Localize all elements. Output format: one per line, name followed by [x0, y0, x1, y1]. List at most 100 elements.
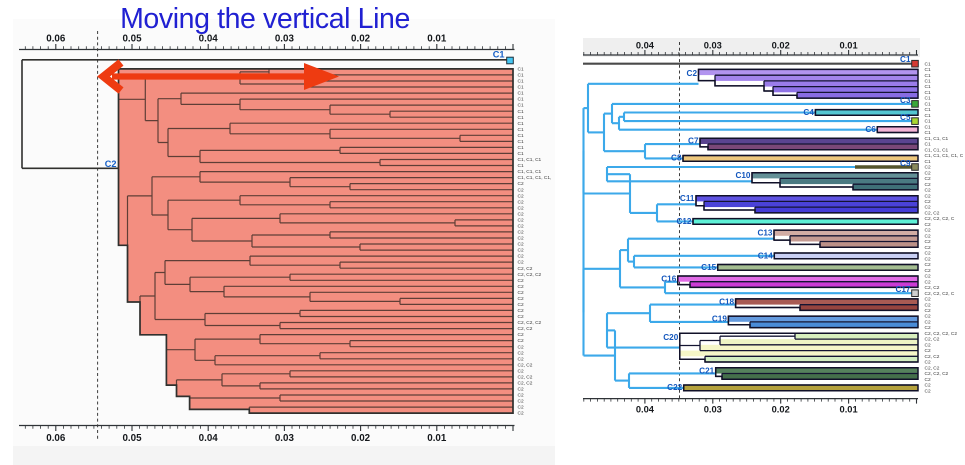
svg-text:C2: C2	[518, 338, 524, 344]
svg-text:C2: C2	[925, 188, 931, 194]
svg-text:C2: C2	[518, 387, 524, 393]
svg-text:C2: C2	[518, 206, 524, 212]
svg-text:C2: C2	[925, 314, 931, 320]
svg-text:0.05: 0.05	[122, 34, 142, 45]
svg-text:C2: C2	[925, 360, 931, 366]
svg-text:C2: C2	[518, 230, 524, 236]
svg-text:C1: C1	[925, 125, 931, 131]
svg-text:C2: C2	[518, 393, 524, 399]
svg-text:C2, C2, C2, C2: C2, C2, C2, C2	[925, 331, 958, 337]
svg-text:0.02: 0.02	[351, 34, 371, 45]
svg-text:C2, C2: C2, C2	[925, 366, 940, 372]
svg-text:Moving the vertical Line: Moving the vertical Line	[120, 3, 410, 35]
svg-text:C2, C2: C2, C2	[518, 266, 533, 272]
svg-text:C2: C2	[518, 224, 524, 230]
svg-text:C2: C2	[925, 268, 931, 274]
svg-text:C2: C2	[518, 290, 524, 296]
svg-text:C1, C1, C1, C1,: C1, C1, C1, C1,	[518, 175, 552, 181]
svg-text:C1: C1	[518, 127, 524, 133]
svg-text:C2: C2	[925, 199, 931, 205]
svg-text:C2: C2	[925, 377, 931, 383]
svg-text:C2: C2	[518, 369, 524, 375]
svg-text:C2: C2	[518, 188, 524, 194]
svg-text:0.01: 0.01	[840, 405, 858, 415]
svg-text:C1: C1	[925, 113, 931, 119]
svg-text:C2: C2	[518, 278, 524, 284]
svg-text:C2: C2	[518, 212, 524, 218]
svg-text:0.02: 0.02	[772, 41, 790, 51]
svg-text:C2: C2	[518, 248, 524, 254]
svg-text:C8: C8	[671, 154, 682, 163]
svg-text:C2: C2	[925, 171, 931, 177]
svg-text:0.04: 0.04	[199, 433, 219, 444]
svg-text:C2: C2	[518, 314, 524, 320]
svg-text:C2: C2	[925, 165, 931, 171]
svg-text:C2, C2, C2, C: C2, C2, C2, C	[925, 291, 955, 297]
svg-text:0.04: 0.04	[636, 405, 655, 415]
svg-text:C1: C1	[925, 102, 931, 108]
svg-text:C1: C1	[925, 107, 931, 113]
svg-text:C1: C1	[925, 90, 931, 96]
svg-text:C2, C2: C2, C2	[518, 326, 533, 332]
svg-text:C2: C2	[518, 254, 524, 260]
svg-text:C16: C16	[661, 275, 676, 284]
svg-text:C2, C2: C2, C2	[925, 211, 940, 217]
svg-text:C1: C1	[925, 84, 931, 90]
svg-text:C1: C1	[518, 67, 524, 73]
svg-text:C2: C2	[925, 308, 931, 314]
svg-text:0.02: 0.02	[351, 433, 371, 444]
svg-text:C1: C1	[925, 73, 931, 79]
svg-text:C2: C2	[518, 242, 524, 248]
svg-text:C2: C2	[925, 194, 931, 200]
svg-text:C1, C1, C1: C1, C1, C1	[518, 169, 542, 175]
svg-text:C2: C2	[518, 181, 524, 187]
svg-text:0.04: 0.04	[199, 34, 219, 45]
svg-text:0.01: 0.01	[840, 41, 858, 51]
svg-text:C1: C1	[518, 97, 524, 103]
svg-text:C1: C1	[925, 119, 931, 125]
svg-text:C1: C1	[518, 145, 524, 151]
svg-text:C1: C1	[925, 130, 931, 136]
svg-text:C6: C6	[865, 125, 876, 134]
svg-text:C7: C7	[688, 136, 699, 145]
svg-text:C2, C2: C2, C2	[925, 337, 940, 343]
svg-text:C1: C1	[518, 73, 524, 79]
svg-text:C2, C2: C2, C2	[925, 354, 940, 360]
svg-text:0.03: 0.03	[704, 41, 722, 51]
svg-text:C2: C2	[518, 405, 524, 411]
svg-text:C2: C2	[925, 176, 931, 182]
svg-text:C1, C1, C1, C1, C: C1, C1, C1, C1, C	[925, 153, 964, 159]
svg-text:C2: C2	[518, 194, 524, 200]
svg-text:C2: C2	[925, 205, 931, 211]
svg-text:0.01: 0.01	[427, 433, 447, 444]
svg-text:C1: C1	[900, 55, 911, 64]
svg-text:0.06: 0.06	[46, 433, 66, 444]
svg-text:C2, C2, C2: C2, C2, C2	[518, 320, 542, 326]
svg-text:C2, C2: C2, C2	[925, 285, 940, 291]
svg-text:C1: C1	[518, 121, 524, 127]
svg-text:0.01: 0.01	[427, 34, 447, 45]
svg-text:C2: C2	[925, 280, 931, 286]
svg-text:C2: C2	[518, 296, 524, 302]
svg-text:C1: C1	[518, 91, 524, 97]
svg-text:C12: C12	[676, 217, 691, 226]
svg-text:C2: C2	[925, 383, 931, 389]
svg-text:0.03: 0.03	[275, 433, 295, 444]
svg-text:C5: C5	[900, 113, 911, 122]
svg-text:C2: C2	[925, 182, 931, 188]
svg-text:C1: C1	[925, 67, 931, 73]
svg-text:C3: C3	[900, 96, 911, 105]
svg-text:C1, C1, C1: C1, C1, C1	[925, 136, 949, 142]
svg-text:C1: C1	[518, 109, 524, 115]
svg-text:C2: C2	[518, 218, 524, 224]
svg-text:C2: C2	[925, 228, 931, 234]
svg-text:C2: C2	[518, 345, 524, 351]
svg-text:C1: C1	[925, 96, 931, 102]
svg-text:C2: C2	[925, 343, 931, 349]
svg-text:C2: C2	[518, 308, 524, 314]
svg-text:C19: C19	[712, 315, 727, 324]
svg-text:C2, C2, C2: C2, C2, C2	[925, 371, 949, 377]
svg-text:C2: C2	[925, 320, 931, 326]
svg-text:C2: C2	[518, 332, 524, 338]
svg-text:C1: C1	[518, 115, 524, 121]
